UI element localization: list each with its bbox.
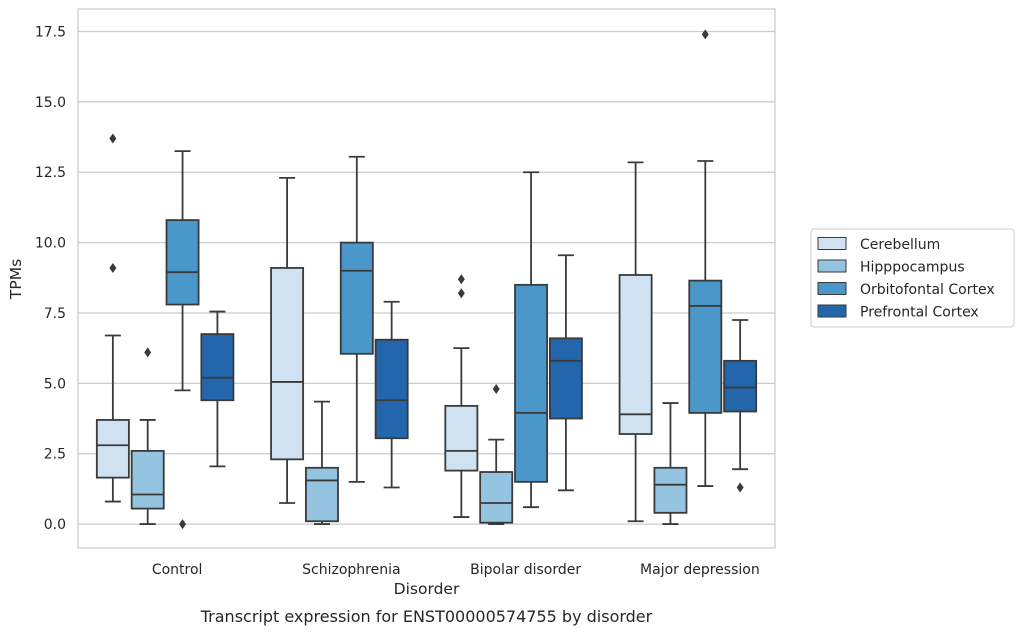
box-cerebellum: [95, 133, 130, 503]
box-iqr: [95, 419, 130, 479]
legend-swatch: [817, 259, 847, 273]
box-iqr: [339, 241, 374, 355]
box-iqr: [270, 267, 305, 461]
boxes-layer: [95, 29, 758, 530]
box-cerebellum: [618, 161, 653, 523]
legend-label: Cerebellum: [860, 237, 940, 253]
legend-swatch: [817, 282, 847, 295]
x-axis-label: Disorder: [394, 580, 460, 598]
box-prefrontal-cortex: [723, 319, 758, 493]
box-prefrontal-cortex: [374, 300, 409, 489]
box-orbitofontal-cortex: [514, 171, 548, 509]
box-orbitofontal-cortex: [165, 150, 200, 530]
box-orbitofontal-cortex: [339, 155, 374, 483]
y-tick-label: 12.5: [35, 165, 66, 181]
box-hipppocampus: [653, 402, 688, 525]
box-iqr: [165, 219, 200, 306]
y-tick-label: 7.5: [44, 306, 66, 322]
box-iqr: [653, 466, 688, 514]
x-tick-label: Bipolar disorder: [470, 562, 581, 578]
y-tick-label: 0.0: [44, 517, 66, 533]
legend-label: Orbitofontal Cortex: [860, 282, 995, 298]
outlier-point: [736, 482, 744, 493]
x-tick-label: Control: [152, 562, 203, 578]
y-tick-label: 15.0: [35, 95, 66, 111]
outlier-point: [457, 288, 465, 299]
box-cerebellum: [444, 274, 479, 518]
box-prefrontal-cortex: [548, 254, 583, 492]
chart-caption: Transcript expression for ENST0000057475…: [200, 607, 653, 626]
outlier-point: [144, 347, 152, 358]
outlier-point: [109, 133, 117, 144]
legend-swatch: [817, 237, 847, 250]
box-iqr: [479, 471, 514, 524]
legend-swatch: [817, 304, 847, 318]
box-cerebellum: [270, 176, 305, 504]
box-iqr: [548, 337, 583, 420]
legend: Cerebellum Hipppocampus Orbitofontal Corte…: [810, 228, 1015, 328]
outlier-point: [109, 262, 117, 273]
x-tick-label: Schizophrenia: [302, 562, 400, 578]
y-tick-label: 10.0: [35, 236, 66, 252]
x-tick-labels: Control Schizophrenia Bipolar disorder Majo…: [152, 562, 760, 578]
y-tick-labels: 0.0 2.5 5.0 7.5 10.0 12.5 15.0 17.5: [35, 25, 66, 534]
outlier-point: [179, 519, 187, 530]
x-tick-label: Major depression: [640, 562, 760, 578]
box-iqr: [514, 283, 548, 483]
box-prefrontal-cortex: [200, 310, 235, 468]
plot-frame: [77, 8, 776, 549]
box-orbitofontal-cortex: [688, 29, 723, 487]
box-iqr: [723, 359, 758, 413]
legend-items: Cerebellum Hipppocampus Orbitofontal Corte…: [817, 237, 995, 321]
outlier-point: [457, 274, 465, 285]
box-iqr: [444, 404, 479, 472]
legend-label: Hipppocampus: [860, 260, 965, 276]
box-hipppocampus: [130, 347, 165, 525]
box-iqr: [305, 466, 339, 523]
outlier-point: [492, 383, 500, 394]
legend-frame: [810, 228, 1015, 328]
box-iqr: [688, 279, 723, 414]
box-iqr: [130, 449, 165, 510]
box-iqr: [200, 333, 235, 402]
y-axis-label: TPMs: [7, 259, 25, 300]
box-iqr: [374, 338, 409, 440]
legend-label: Prefrontal Cortex: [860, 305, 979, 321]
outlier-point: [701, 29, 709, 40]
box-hipppocampus: [305, 400, 339, 525]
y-tick-label: 2.5: [44, 447, 66, 463]
y-tick-label: 17.5: [35, 25, 66, 41]
box-hipppocampus: [479, 383, 514, 525]
y-tick-label: 5.0: [44, 376, 66, 392]
box-iqr: [618, 274, 653, 435]
